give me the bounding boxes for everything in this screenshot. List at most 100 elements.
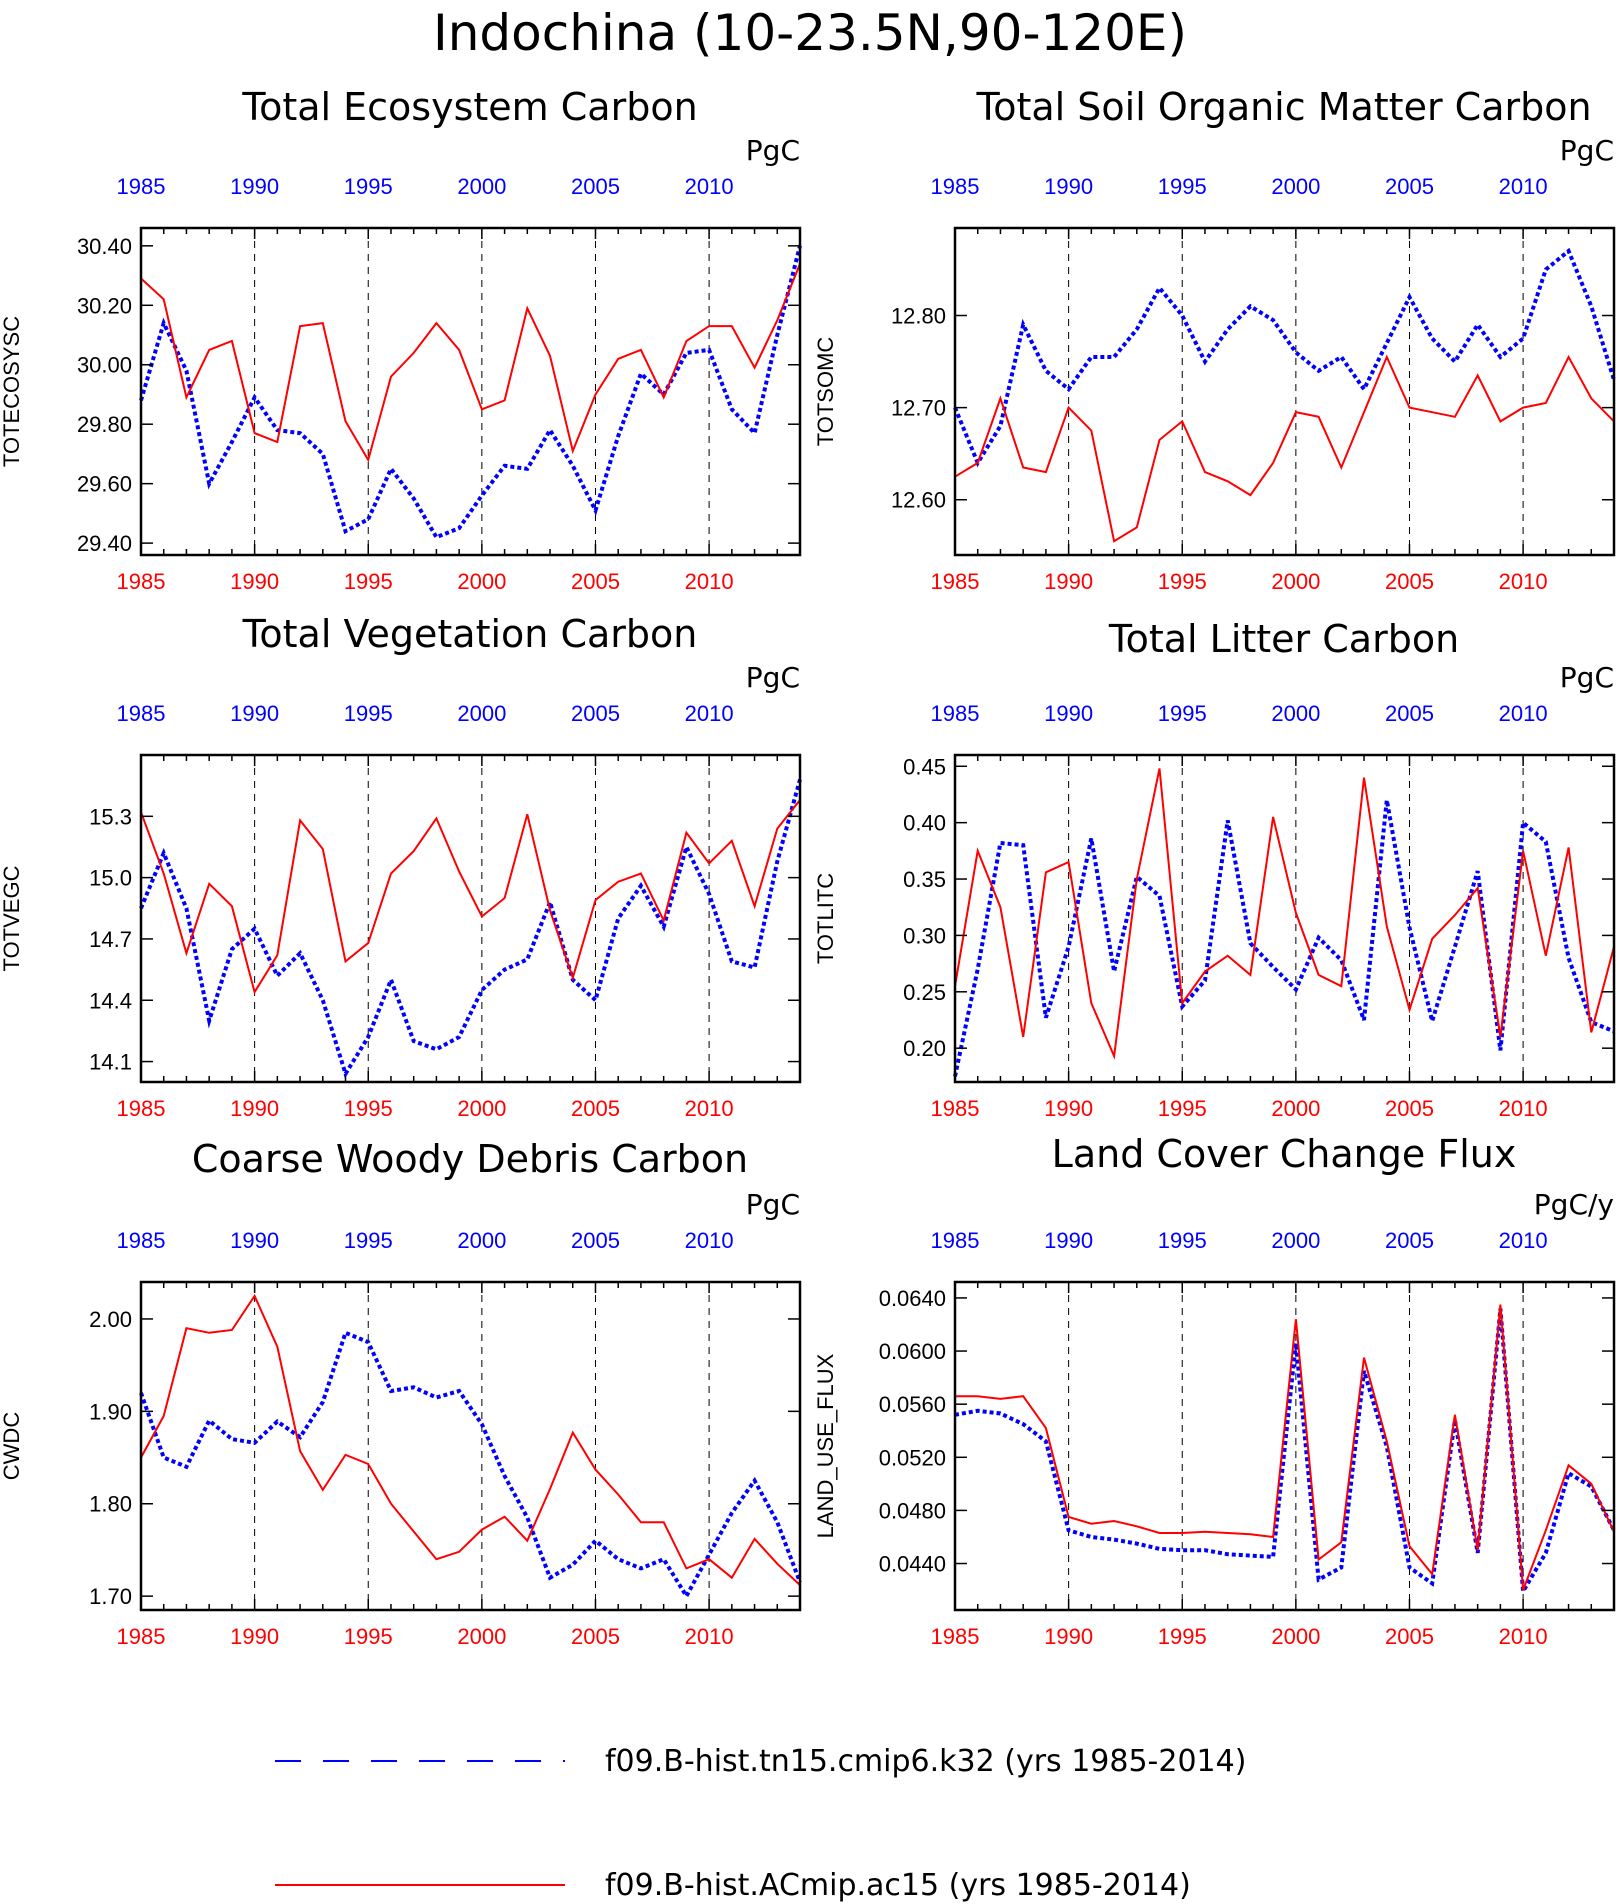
panel-title: Total Vegetation Carbon	[242, 612, 698, 656]
series-line-blue	[139, 1330, 802, 1601]
x-tick-label-top: 2010	[1499, 701, 1548, 726]
y-tick-label: 1.70	[89, 1584, 132, 1609]
x-tick-label-top: 1995	[1158, 701, 1207, 726]
x-tick-label-bottom: 1990	[230, 1624, 279, 1649]
x-tick-label-bottom: 2010	[685, 569, 734, 594]
y-tick-label: 12.80	[891, 304, 946, 329]
plot-frame	[953, 1280, 1616, 1612]
x-tick-label-top: 2000	[1271, 174, 1320, 199]
series-line-blue	[954, 1308, 1616, 1598]
x-tick-label-bottom: 1990	[230, 569, 279, 594]
y-tick-label: 0.0640	[879, 1286, 946, 1311]
x-tick-label-bottom: 1995	[344, 569, 393, 594]
x-tick-label-bottom: 1995	[1158, 1624, 1207, 1649]
y-tick-label: 2.00	[89, 1307, 132, 1332]
x-tick-label-bottom: 2005	[1385, 569, 1434, 594]
x-tick-label-top: 1985	[931, 174, 980, 199]
x-tick-label-top: 1990	[1044, 1228, 1093, 1253]
y-tick-label: 0.0560	[879, 1392, 946, 1417]
x-tick-label-top: 1985	[117, 174, 166, 199]
x-tick-label-bottom: 1995	[344, 1096, 393, 1121]
units-label: PgC	[746, 134, 800, 167]
units-label: PgC	[746, 661, 800, 694]
x-tick-label-bottom: 2010	[1499, 1096, 1548, 1121]
y-tick-label: 0.25	[903, 980, 946, 1005]
x-tick-label-top: 2010	[685, 174, 734, 199]
series-line-blue	[953, 799, 1615, 1077]
x-tick-label-top: 1995	[1158, 1228, 1207, 1253]
y-axis-label: TOTLITC	[813, 873, 838, 964]
panel-title: Total Litter Carbon	[1108, 617, 1459, 661]
units-label: PgC	[1560, 134, 1614, 167]
x-tick-label-top: 2010	[685, 701, 734, 726]
y-tick-label: 30.00	[77, 353, 132, 378]
x-tick-label-top: 2005	[1385, 1228, 1434, 1253]
x-tick-label-bottom: 2010	[685, 1624, 734, 1649]
chart-panel-1: Total Ecosystem Carbon PgC 1985 1985 1990 199…	[0, 85, 802, 594]
y-tick-label: 14.1	[89, 1050, 132, 1075]
chart-panel-6: Land Cover Change Flux PgC/y 1985 1985 1990 1…	[813, 1132, 1616, 1649]
panel-title: Total Ecosystem Carbon	[241, 85, 697, 129]
x-tick-label-top: 2010	[1499, 1228, 1548, 1253]
x-tick-label-bottom: 2010	[1499, 1624, 1548, 1649]
x-tick-label-bottom: 2005	[571, 1624, 620, 1649]
x-tick-label-bottom: 1990	[1044, 1624, 1093, 1649]
x-tick-label-bottom: 2000	[1271, 1096, 1320, 1121]
panel-title: Total Soil Organic Matter Carbon	[975, 85, 1591, 129]
x-tick-label-bottom: 1985	[117, 1096, 166, 1121]
plot-frame	[139, 753, 802, 1084]
x-tick-label-top: 1995	[1158, 174, 1207, 199]
x-tick-label-bottom: 1985	[117, 569, 166, 594]
series-line-blue	[139, 778, 802, 1079]
x-tick-label-bottom: 2005	[1385, 1624, 1434, 1649]
x-tick-label-bottom: 1995	[1158, 1096, 1207, 1121]
y-tick-label: 0.30	[903, 923, 946, 948]
x-tick-label-top: 2000	[1271, 1228, 1320, 1253]
figure-title: Indochina (10-23.5N,90-120E)	[433, 4, 1187, 62]
plot-frame	[953, 753, 1616, 1084]
y-tick-label: 0.0480	[879, 1498, 946, 1523]
x-tick-label-top: 2005	[1385, 174, 1434, 199]
legend-label-1: f09.B-hist.tn15.cmip6.k32 (yrs 1985-2014…	[605, 1744, 1246, 1779]
chart-panel-5: Coarse Woody Debris Carbon PgC 1985 1985 199…	[0, 1137, 802, 1649]
x-tick-label-bottom: 1985	[931, 1096, 980, 1121]
y-tick-label: 15.3	[89, 804, 132, 829]
y-axis-label: TOTECOSYSC	[0, 316, 24, 467]
y-axis-label: CWDC	[0, 1412, 24, 1481]
x-tick-label-bottom: 2000	[1271, 569, 1320, 594]
x-tick-label-bottom: 2010	[1499, 569, 1548, 594]
series-line-red	[140, 263, 801, 463]
x-tick-label-top: 2000	[457, 701, 506, 726]
y-tick-label: 29.80	[77, 412, 132, 437]
x-tick-label-top: 1995	[344, 701, 393, 726]
panel-title: Coarse Woody Debris Carbon	[192, 1137, 748, 1181]
y-tick-label: 0.35	[903, 867, 946, 892]
y-axis-label: TOTSOMC	[813, 337, 838, 447]
series-line-red	[954, 354, 1615, 543]
series-line-red	[140, 799, 801, 995]
x-tick-label-bottom: 2005	[571, 569, 620, 594]
chart-panel-4: Total Litter Carbon PgC 1985 1985 1990 1990 19…	[813, 617, 1616, 1121]
x-tick-label-top: 1995	[344, 1228, 393, 1253]
x-tick-label-top: 1985	[931, 701, 980, 726]
x-tick-label-bottom: 1985	[931, 1624, 980, 1649]
y-tick-label: 0.0520	[879, 1445, 946, 1470]
y-tick-label: 0.45	[903, 754, 946, 779]
x-tick-label-bottom: 2005	[571, 1096, 620, 1121]
x-tick-label-top: 1985	[117, 701, 166, 726]
units-label: PgC	[1560, 661, 1614, 694]
y-tick-label: 0.0440	[879, 1552, 946, 1577]
x-tick-label-top: 1985	[117, 1228, 166, 1253]
legend-label-2: f09.B-hist.ACmip.ac15 (yrs 1985-2014)	[605, 1868, 1191, 1903]
y-tick-label: 0.40	[903, 811, 946, 836]
x-tick-label-bottom: 2000	[457, 1096, 506, 1121]
y-tick-label: 30.40	[77, 234, 132, 259]
x-tick-label-bottom: 2010	[685, 1096, 734, 1121]
x-tick-label-top: 2000	[457, 1228, 506, 1253]
x-tick-label-top: 1990	[1044, 701, 1093, 726]
series-line-blue	[139, 245, 802, 540]
units-label: PgC/y	[1534, 1188, 1614, 1221]
x-tick-label-top: 2005	[571, 174, 620, 199]
y-tick-label: 0.0600	[879, 1339, 946, 1364]
x-tick-label-bottom: 2000	[457, 569, 506, 594]
